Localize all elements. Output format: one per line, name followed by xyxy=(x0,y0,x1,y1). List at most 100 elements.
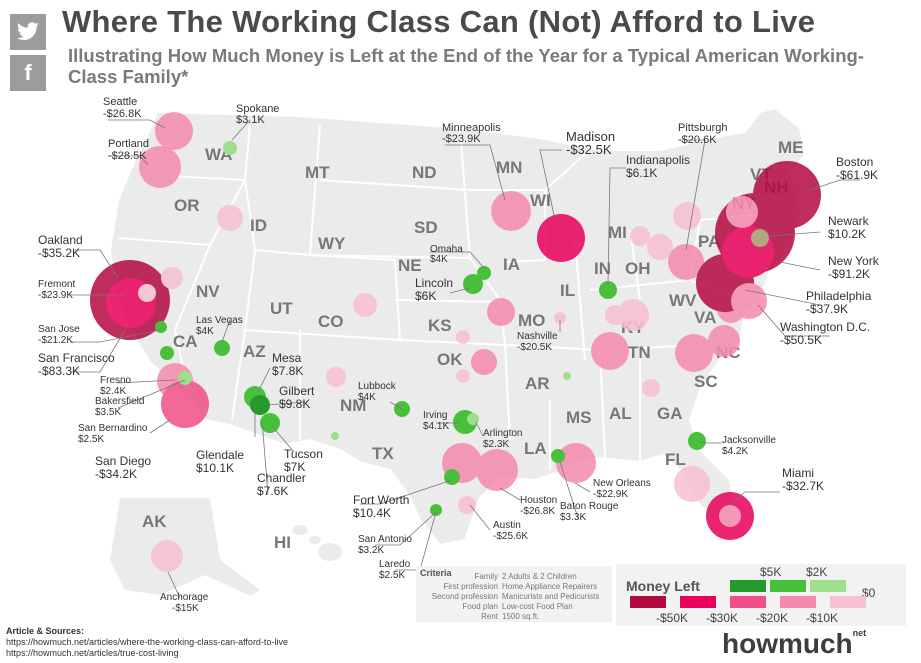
bubble-orlando[interactable] xyxy=(674,466,710,502)
bubble-charlotte[interactable] xyxy=(675,334,713,372)
bubble-houston[interactable] xyxy=(476,449,518,491)
source-link-2[interactable]: https://howmuch.net/articles/true-cost-l… xyxy=(6,648,179,658)
bubble-lincoln[interactable] xyxy=(463,274,483,294)
city-label-new-york: New York xyxy=(828,254,880,268)
bubble-corpus[interactable] xyxy=(458,496,476,514)
bubble-minneapolis[interactable] xyxy=(491,191,531,231)
source-link-1[interactable]: https://howmuch.net/articles/where-the-w… xyxy=(6,637,288,647)
bubble-denver[interactable] xyxy=(353,293,377,317)
state-label-co: CO xyxy=(318,312,344,331)
bubble-fremont[interactable] xyxy=(138,284,156,302)
bubble-tucson[interactable] xyxy=(260,413,280,433)
facebook-icon[interactable]: f xyxy=(10,55,46,91)
bubble-san-jose[interactable] xyxy=(155,321,167,333)
city-value-portland: -$28.5K xyxy=(108,150,147,162)
city-label-nashville: Nashville xyxy=(517,331,558,342)
bubble-memphis[interactable] xyxy=(563,372,571,380)
city-value-minneapolis: -$23.9K xyxy=(442,133,481,145)
bubble-anchorage[interactable] xyxy=(151,540,183,572)
bubble-portland[interactable] xyxy=(139,146,181,188)
bubble-st-louis[interactable] xyxy=(554,312,566,324)
bubble-jacksonville[interactable] xyxy=(688,432,706,450)
bubble-atlanta[interactable] xyxy=(642,379,660,397)
bubble-las-vegas[interactable] xyxy=(214,340,230,356)
bubble-arlington[interactable] xyxy=(467,413,479,425)
bubble-okc[interactable] xyxy=(456,369,470,383)
bubble-wichita[interactable] xyxy=(456,330,470,344)
bubble-gilbert[interactable] xyxy=(250,395,270,415)
city-label-san-bernardino: San Bernardino xyxy=(78,423,148,434)
bubble-madison[interactable] xyxy=(537,214,585,262)
alaska-shape xyxy=(110,498,260,596)
bubble-nashville[interactable] xyxy=(591,332,629,370)
state-label-ne: NE xyxy=(398,256,422,275)
twitter-icon[interactable] xyxy=(10,14,46,50)
city-value-glendale: $10.1K xyxy=(196,461,234,475)
city-label-houston: Houston xyxy=(520,495,557,506)
bubble-newark[interactable] xyxy=(751,229,769,247)
bubble-boise[interactable] xyxy=(217,205,243,231)
bubble-el-paso[interactable] xyxy=(331,432,339,440)
logo-text: howmuch xyxy=(722,628,853,659)
state-label-or: OR xyxy=(174,196,200,215)
city-label-san-jose: San Jose xyxy=(38,324,80,335)
city-value-nashville: -$20.5K xyxy=(517,342,552,353)
city-value-laredo: $2.5K xyxy=(379,570,405,581)
bubble-buffalo[interactable] xyxy=(673,202,701,230)
city-value-omaha: $4K xyxy=(430,254,448,265)
city-label-omaha: Omaha xyxy=(430,244,463,255)
state-label-al: AL xyxy=(609,404,632,423)
city-value-spokane: $3.1K xyxy=(236,114,265,126)
state-label-in: IN xyxy=(594,259,611,278)
bubble-indianapolis[interactable] xyxy=(599,281,617,299)
city-label-minneapolis: Minneapolis xyxy=(442,122,501,134)
state-label-la: LA xyxy=(524,439,547,458)
city-label-boston: Boston xyxy=(836,155,873,169)
bubble-hartford[interactable] xyxy=(726,196,758,228)
howmuch-logo[interactable]: howmuchnet xyxy=(722,628,866,660)
city-label-san-francisco: San Francisco xyxy=(38,351,115,365)
city-label-gilbert: Gilbert xyxy=(279,384,315,398)
bubble-pittsburgh[interactable] xyxy=(668,244,704,280)
city-value-lincoln: $6K xyxy=(415,289,436,303)
bubble-spokane[interactable] xyxy=(223,141,237,155)
bubble-new-orleans[interactable] xyxy=(556,443,596,483)
sources-title: Article & Sources: xyxy=(6,626,85,636)
bubble-fresno[interactable] xyxy=(160,346,174,360)
state-label-ut: UT xyxy=(270,299,293,318)
state-label-ms: MS xyxy=(566,408,592,427)
city-value-tucson: $7K xyxy=(284,460,305,474)
bubble-san-diego[interactable] xyxy=(161,380,209,428)
bubble-washington-dc[interactable] xyxy=(731,283,767,319)
bubble-seattle[interactable] xyxy=(155,112,193,150)
bubble-bakersfield[interactable] xyxy=(178,371,192,385)
city-value-seattle: -$26.8K xyxy=(103,108,142,120)
city-value-new-york: -$91.2K xyxy=(828,267,870,281)
city-label-lincoln: Lincoln xyxy=(415,276,453,290)
city-value-houston: -$26.8K xyxy=(520,506,555,517)
state-label-il: IL xyxy=(560,281,575,300)
bubble-omaha[interactable] xyxy=(477,266,491,280)
bubble-tulsa[interactable] xyxy=(471,349,497,375)
bubble-laredo[interactable] xyxy=(430,504,442,516)
bubble-raleigh[interactable] xyxy=(708,325,740,357)
state-label-az: AZ xyxy=(243,342,266,361)
city-label-portland: Portland xyxy=(108,138,149,150)
bubble-louisville[interactable] xyxy=(617,299,649,331)
bubble-baton-rouge[interactable] xyxy=(551,449,565,463)
bubble-lexington[interactable] xyxy=(605,305,625,325)
criteria-value: Home Appliance Repairers xyxy=(502,582,598,591)
bubble-detroit[interactable] xyxy=(630,226,650,246)
bubble-sacramento[interactable] xyxy=(161,267,183,289)
state-label-ok: OK xyxy=(437,350,463,369)
city-label-fort-worth: Fort Worth xyxy=(353,493,409,507)
bubble-san-antonio[interactable] xyxy=(444,469,460,485)
state-label-fl: FL xyxy=(665,450,686,469)
state-label-ga: GA xyxy=(657,404,683,423)
bubble-kansas-city[interactable] xyxy=(487,298,515,326)
bubble-cleveland[interactable] xyxy=(647,234,673,260)
state-label-ks: KS xyxy=(428,316,452,335)
bubble-boston[interactable] xyxy=(753,161,821,229)
city-label-oakland: Oakland xyxy=(38,233,83,247)
bubble-albuquerque[interactable] xyxy=(326,367,346,387)
